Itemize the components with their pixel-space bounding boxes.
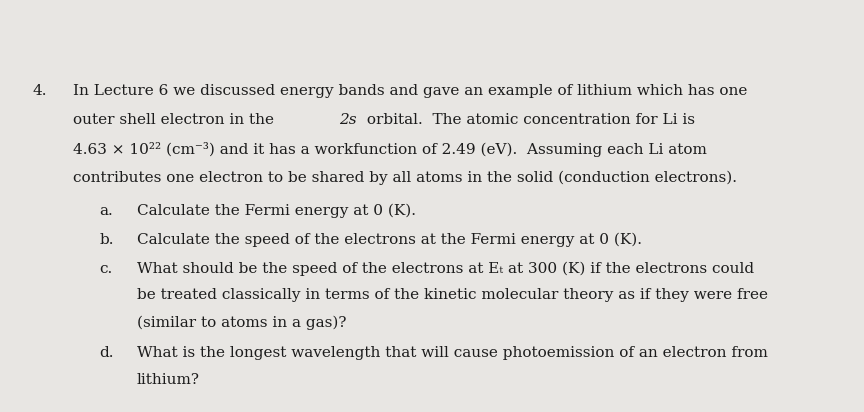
- Text: lithium?: lithium?: [137, 373, 200, 387]
- Text: d.: d.: [99, 346, 114, 360]
- Text: What is the longest wavelength that will cause photoemission of an electron from: What is the longest wavelength that will…: [137, 346, 767, 360]
- Text: Calculate the speed of the electrons at the Fermi energy at 0 (K).: Calculate the speed of the electrons at …: [137, 233, 641, 247]
- Text: c.: c.: [99, 262, 112, 276]
- Text: a.: a.: [99, 204, 113, 218]
- Text: contributes one electron to be shared by all atoms in the solid (conduction elec: contributes one electron to be shared by…: [73, 171, 738, 185]
- Text: 4.63 × 10²² (cm⁻³) and it has a workfunction of 2.49 (eV).  Assuming each Li ato: 4.63 × 10²² (cm⁻³) and it has a workfunc…: [73, 142, 708, 157]
- Text: outer shell electron in the: outer shell electron in the: [73, 113, 279, 127]
- Text: What should be the speed of the electrons at Eₜ at 300 (K) if the electrons coul: What should be the speed of the electron…: [137, 262, 753, 276]
- Text: 4.: 4.: [33, 84, 48, 98]
- Text: Calculate the Fermi energy at 0 (K).: Calculate the Fermi energy at 0 (K).: [137, 204, 416, 218]
- Text: be treated classically in terms of the kinetic molecular theory as if they were : be treated classically in terms of the k…: [137, 288, 767, 302]
- Text: b.: b.: [99, 233, 114, 247]
- Text: orbital.  The atomic concentration for Li is: orbital. The atomic concentration for Li…: [362, 113, 695, 127]
- Text: In Lecture 6 we discussed energy bands and gave an example of lithium which has : In Lecture 6 we discussed energy bands a…: [73, 84, 748, 98]
- Text: (similar to atoms in a gas)?: (similar to atoms in a gas)?: [137, 315, 346, 330]
- Text: 2s: 2s: [339, 113, 357, 127]
